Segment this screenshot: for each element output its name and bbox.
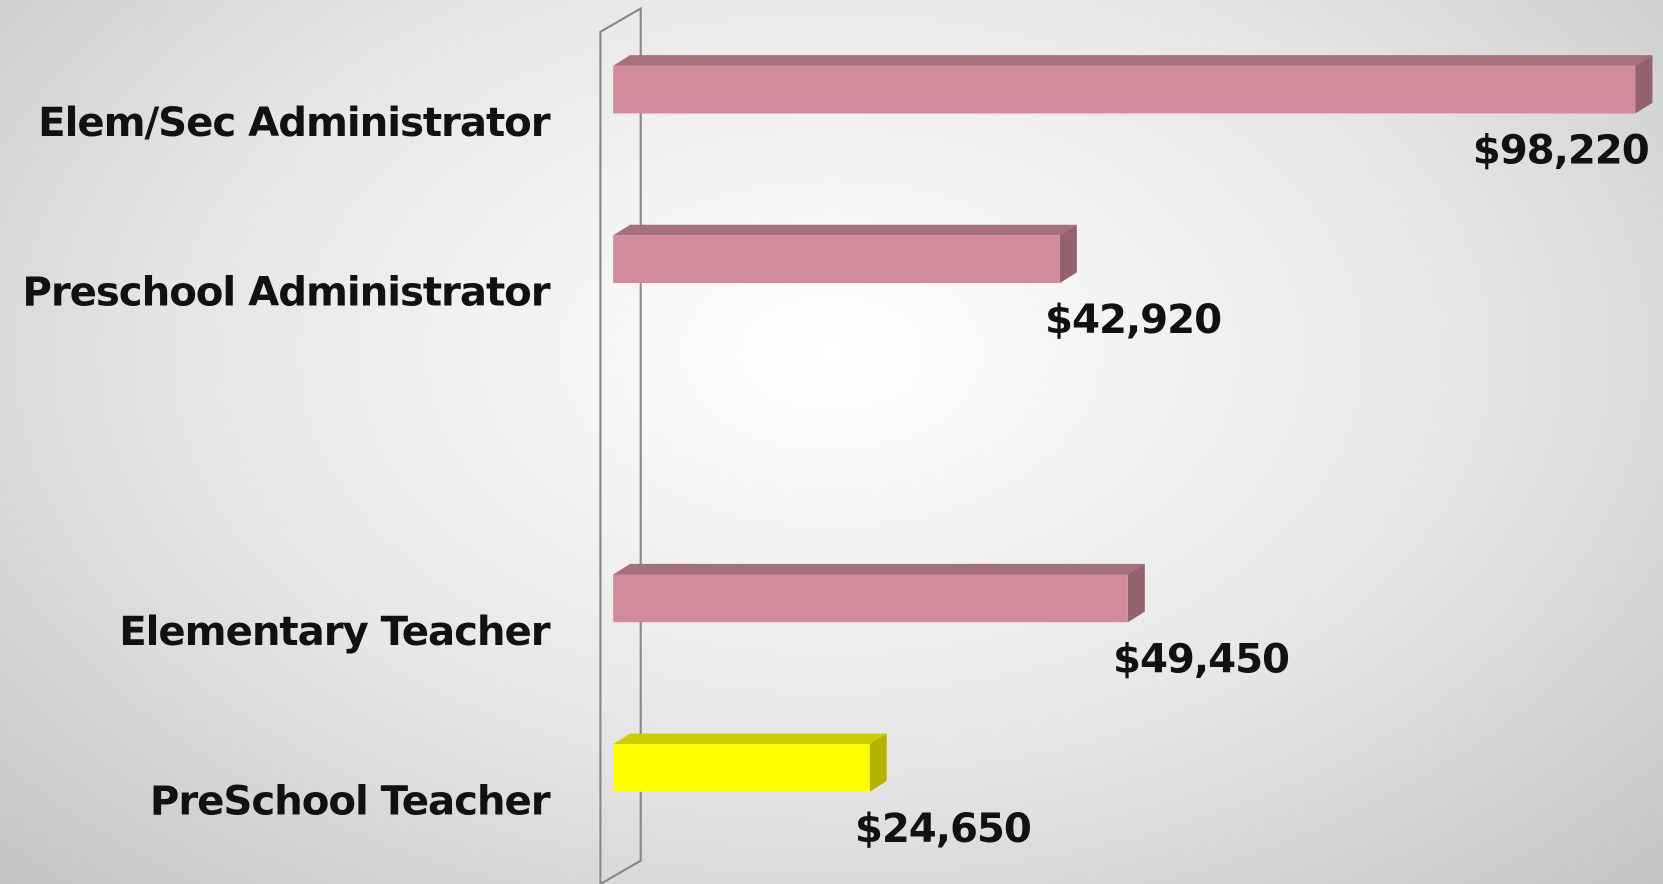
bar-top — [613, 563, 1145, 575]
bar-top — [613, 733, 887, 745]
bar — [613, 65, 1636, 114]
y-tick-label: PreSchool Teacher — [150, 778, 551, 824]
value-label: $24,650 — [855, 806, 1031, 852]
bar-side — [1059, 224, 1077, 284]
bar-side — [1127, 563, 1145, 623]
bar-top — [613, 55, 1653, 66]
chart-wall — [599, 6, 642, 884]
value-label: $42,920 — [1045, 297, 1221, 343]
bar — [613, 574, 1128, 623]
y-tick-label: Preschool Administrator — [22, 270, 550, 316]
bar-top — [613, 224, 1077, 236]
value-label: $49,450 — [1113, 636, 1289, 682]
value-label: $98,220 — [1473, 128, 1649, 174]
bar — [613, 744, 870, 792]
bar-side — [869, 733, 887, 792]
y-tick-label: Elementary Teacher — [119, 609, 551, 655]
y-tick-label: Elem/Sec Administrator — [38, 100, 551, 146]
bar — [613, 235, 1060, 284]
bar-side — [1635, 55, 1653, 114]
